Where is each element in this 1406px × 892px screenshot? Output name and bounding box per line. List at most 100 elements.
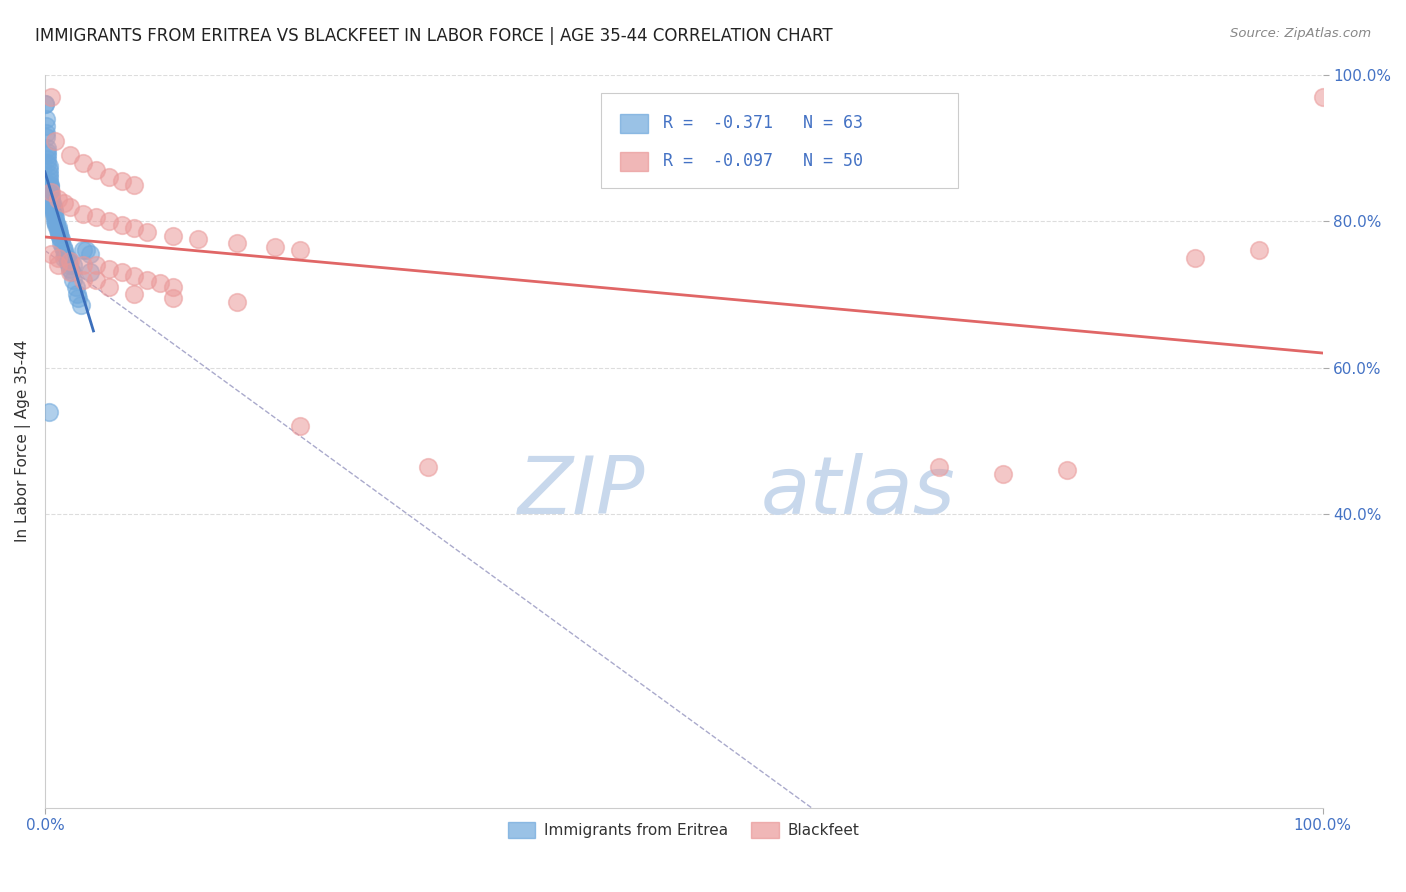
Point [39, 188, 62, 202]
Point [124, 178, 146, 192]
Point [51, 232, 73, 246]
Point [39, 192, 62, 206]
Point [110, 174, 132, 188]
Point [136, 273, 159, 287]
Point [124, 269, 146, 284]
Point [35, 126, 58, 140]
Point [110, 218, 132, 232]
Text: atlas: atlas [761, 453, 955, 532]
Point [35, 129, 58, 144]
Point [39, 186, 62, 201]
Point [45, 218, 67, 232]
Point [97, 214, 120, 228]
Point [290, 419, 312, 434]
Text: R =  -0.371   N = 63: R = -0.371 N = 63 [664, 114, 863, 132]
Point [136, 225, 159, 239]
Point [84, 211, 107, 225]
Point [225, 236, 247, 251]
Point [46, 192, 69, 206]
Legend: Immigrants from Eritrea, Blackfeet: Immigrants from Eritrea, Blackfeet [502, 816, 866, 844]
Point [46, 223, 69, 237]
Point [1312, 89, 1334, 103]
Y-axis label: In Labor Force | Age 35-44: In Labor Force | Age 35-44 [15, 340, 31, 542]
Point [39, 195, 62, 210]
Point [41, 198, 63, 212]
Point [59, 254, 82, 268]
Point [51, 236, 73, 251]
Point [1247, 244, 1270, 258]
Point [97, 261, 120, 276]
Point [72, 258, 94, 272]
Point [79, 247, 101, 261]
Point [38, 159, 60, 173]
Point [225, 294, 247, 309]
Point [59, 265, 82, 279]
Point [1184, 251, 1206, 265]
Point [38, 405, 60, 419]
Point [72, 155, 94, 169]
Point [162, 228, 184, 243]
Point [42, 203, 65, 218]
Point [60, 265, 83, 279]
Point [79, 265, 101, 279]
Point [37, 155, 59, 169]
Point [38, 167, 60, 181]
Point [124, 287, 146, 301]
Point [187, 232, 209, 246]
Point [149, 277, 172, 291]
Point [34, 96, 56, 111]
Text: ZIP: ZIP [517, 453, 645, 532]
Point [1056, 463, 1078, 477]
Point [67, 291, 90, 305]
Point [124, 221, 146, 235]
Point [45, 216, 67, 230]
Point [53, 244, 76, 258]
Point [84, 258, 107, 272]
Point [38, 174, 60, 188]
Point [66, 287, 89, 301]
Point [53, 195, 76, 210]
Point [65, 280, 87, 294]
Point [37, 145, 59, 159]
Point [35, 119, 58, 133]
Point [97, 170, 120, 185]
Point [264, 240, 287, 254]
Text: R =  -0.097   N = 50: R = -0.097 N = 50 [664, 153, 863, 170]
Point [38, 162, 60, 177]
Point [37, 148, 59, 162]
Point [97, 280, 120, 294]
Point [39, 185, 62, 199]
Point [162, 280, 184, 294]
Point [42, 207, 65, 221]
Point [44, 134, 66, 148]
Point [110, 265, 132, 279]
Point [75, 244, 97, 258]
Point [39, 181, 62, 195]
Point [991, 467, 1014, 482]
Point [44, 214, 66, 228]
Point [62, 273, 84, 287]
Point [41, 200, 63, 214]
Point [162, 291, 184, 305]
Point [37, 152, 59, 166]
Point [56, 254, 79, 268]
Text: IMMIGRANTS FROM ERITREA VS BLACKFEET IN LABOR FORCE | AGE 35-44 CORRELATION CHAR: IMMIGRANTS FROM ERITREA VS BLACKFEET IN … [35, 27, 832, 45]
Point [62, 258, 84, 272]
Point [928, 459, 950, 474]
Point [37, 141, 59, 155]
Point [53, 251, 76, 265]
Point [52, 240, 75, 254]
Point [59, 261, 82, 276]
Point [72, 207, 94, 221]
Point [39, 178, 62, 192]
Point [84, 162, 107, 177]
Point [418, 459, 440, 474]
Point [39, 185, 62, 199]
Point [39, 247, 62, 261]
Point [39, 178, 62, 193]
Point [59, 148, 82, 162]
Point [53, 247, 76, 261]
Point [69, 298, 91, 312]
Text: Source: ZipAtlas.com: Source: ZipAtlas.com [1230, 27, 1371, 40]
Point [46, 251, 69, 265]
